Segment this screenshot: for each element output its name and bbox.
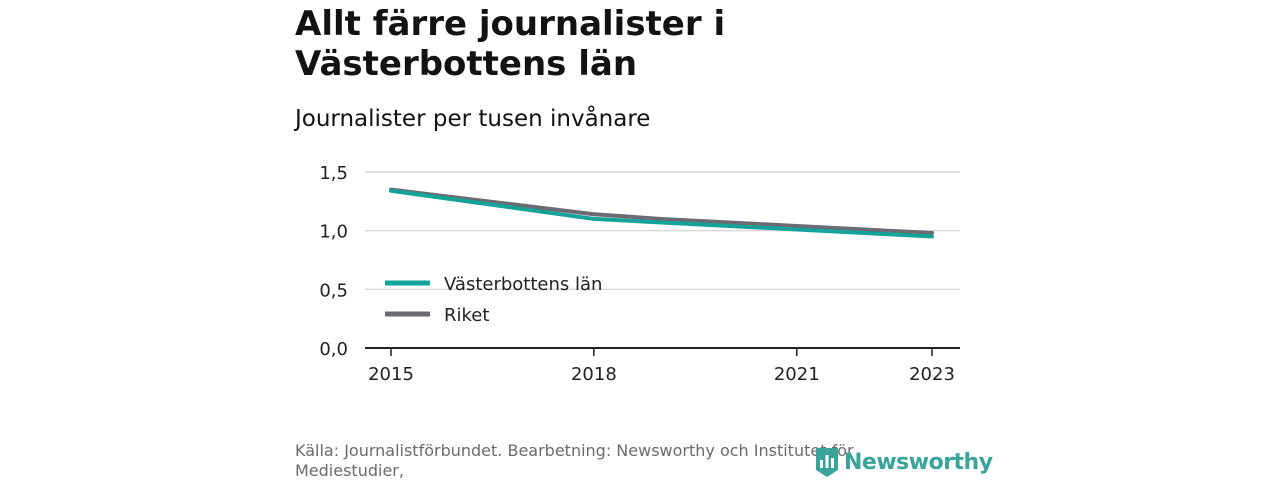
- legend-label-riket: Riket: [444, 305, 489, 326]
- chart-subtitle: Journalister per tusen invånare: [295, 106, 651, 132]
- y-tick-label: 0,0: [319, 339, 348, 360]
- newsworthy-logo: Newsworthy: [814, 446, 993, 478]
- newsworthy-logo-icon: [816, 448, 838, 477]
- newsworthy-logo-text: Newsworthy: [844, 449, 993, 475]
- x-tick-label: 2015: [368, 364, 414, 385]
- source-note: Källa: Journalistförbundet. Bearbetning:…: [295, 441, 854, 480]
- y-tick-label: 1,0: [319, 222, 348, 243]
- x-tick-label: 2018: [571, 364, 617, 385]
- chart-title: Allt färre journalister i Västerbottens …: [295, 4, 726, 84]
- legend-label-vasterbotten: Västerbottens län: [444, 274, 602, 295]
- series-line-vasterbotten: [389, 188, 934, 239]
- series-line-riket: [389, 187, 934, 236]
- y-tick-label: 0,5: [319, 280, 348, 301]
- x-tick-label: 2023: [909, 364, 955, 385]
- x-tick-label: 2021: [774, 364, 820, 385]
- line-chart: 0,0 0,5 1,0 1,5 2015 2018 2021 2023 Västerbotten…: [319, 163, 960, 385]
- y-tick-label: 1,5: [319, 163, 348, 184]
